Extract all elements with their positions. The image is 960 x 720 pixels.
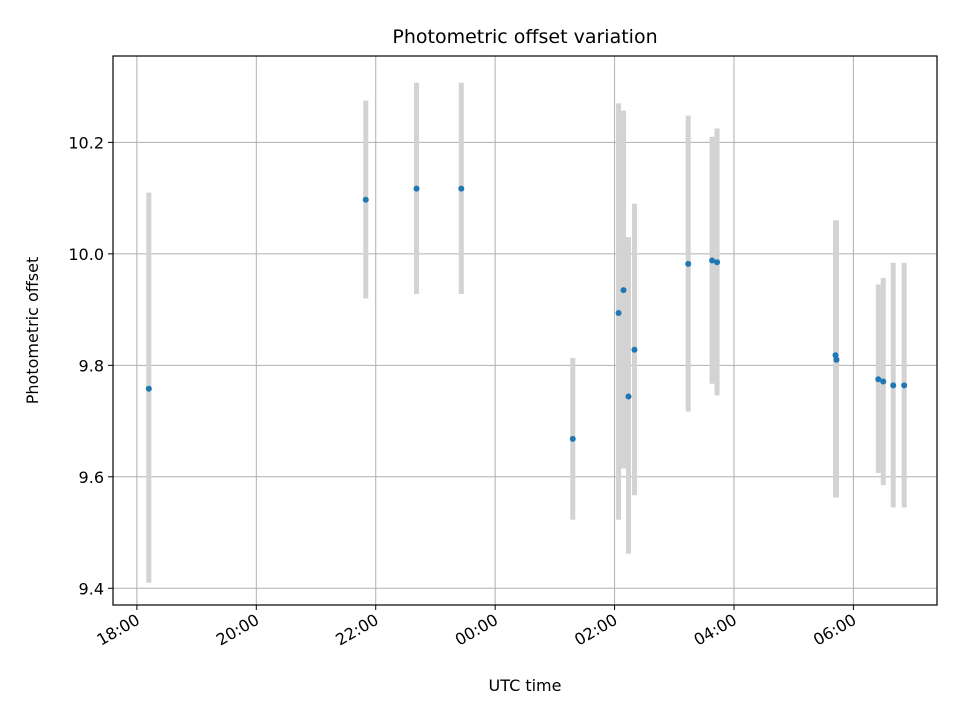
data-point (880, 378, 887, 385)
data-point (901, 382, 908, 389)
y-axis-title: Photometric offset (23, 257, 42, 405)
data-point (833, 356, 840, 363)
x-tick-label: 22:00 (332, 610, 381, 650)
y-tick-label: 9.8 (79, 356, 104, 375)
y-tick-label: 10.2 (68, 133, 104, 152)
data-point (145, 385, 152, 392)
data-point (413, 185, 420, 192)
x-tick-label: 00:00 (452, 610, 501, 650)
x-tick-label: 20:00 (213, 610, 262, 650)
data-point (631, 346, 638, 353)
data-point (714, 259, 721, 266)
x-tick-label: 18:00 (93, 610, 142, 650)
data-point (458, 185, 465, 192)
data-point (832, 352, 839, 359)
y-tick-label: 10.0 (68, 245, 104, 264)
data-point (569, 435, 576, 442)
plot-frame (112, 55, 938, 606)
x-axis-title: UTC time (489, 676, 562, 695)
x-tick-label: 06:00 (810, 610, 859, 650)
data-point (615, 309, 622, 316)
x-tick-label: 04:00 (691, 610, 740, 650)
y-tick-label: 9.6 (79, 468, 104, 487)
data-point (709, 257, 716, 264)
x-tick-label: 02:00 (571, 610, 620, 650)
point-layer (145, 185, 908, 442)
data-point (625, 393, 632, 400)
grid-layer (113, 56, 937, 605)
data-point (620, 287, 627, 294)
y-tick-label: 9.4 (79, 579, 104, 598)
data-point (875, 376, 882, 383)
errorbar-layer (146, 82, 907, 583)
data-point (362, 196, 369, 203)
tick-layer: 18:00 20:00 22:00 00:00 02:00 04:00 06:00 9.4 9.… (68, 133, 859, 649)
chart-title: Photometric offset variation (392, 26, 657, 48)
data-point (685, 260, 692, 267)
data-point (890, 382, 897, 389)
